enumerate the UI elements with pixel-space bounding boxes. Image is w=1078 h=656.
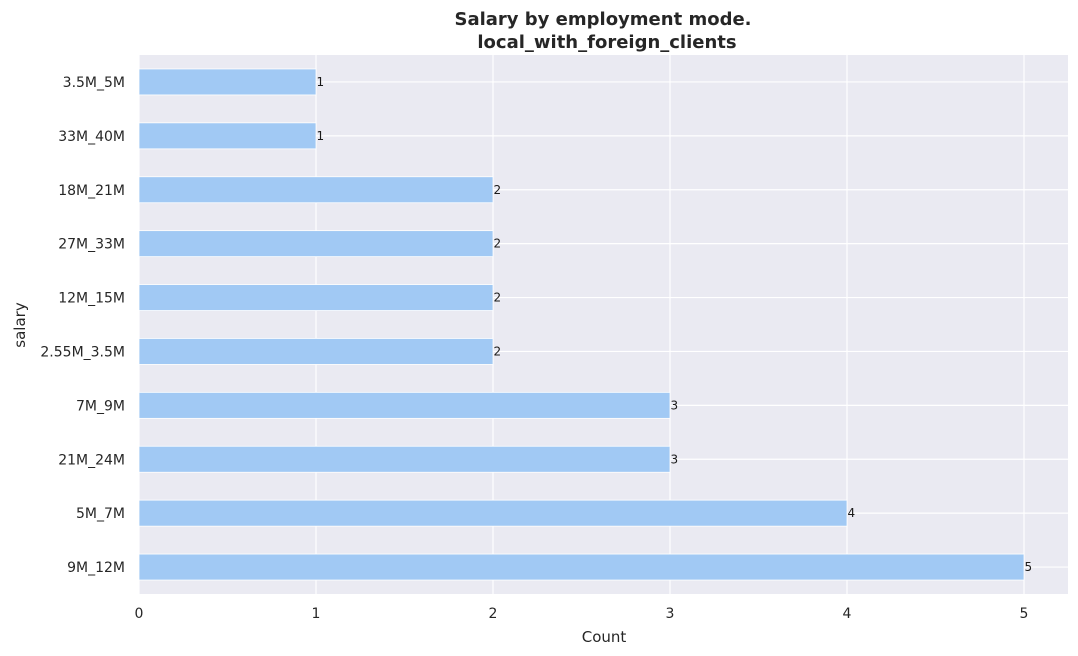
data-label-9M_12M: 5 — [1025, 560, 1033, 574]
bar-18M_21M — [138, 176, 494, 204]
y-tick-label-3.5M_5M: 3.5M_5M — [63, 75, 125, 91]
x-tick-label: 4 — [843, 606, 852, 622]
bar-21M_24M — [138, 445, 671, 473]
data-label-27M_33M: 2 — [494, 237, 502, 251]
x-tick-label: 0 — [135, 606, 144, 622]
bar-7M_9M — [138, 391, 671, 419]
data-label-33M_40M: 1 — [317, 129, 325, 143]
data-label-2.55M_3.5M: 2 — [494, 344, 502, 358]
y-tick-label-9M_12M: 9M_12M — [67, 560, 125, 576]
y-tick-label-12M_15M: 12M_15M — [58, 291, 125, 307]
x-tick-label: 5 — [1020, 606, 1029, 622]
data-labels: 1 1 2 2 2 2 3 3 4 5 — [317, 75, 1033, 574]
data-label-7M_9M: 3 — [671, 398, 679, 412]
y-tick-label-27M_33M: 27M_33M — [58, 237, 125, 253]
y-tick-label-33M_40M: 33M_40M — [58, 129, 125, 145]
bar-27M_33M — [138, 230, 494, 258]
y-tick-label-2.55M_3.5M: 2.55M_3.5M — [40, 344, 125, 360]
x-tick-label: 2 — [489, 606, 498, 622]
y-axis-label: salary — [11, 302, 29, 348]
data-label-5M_7M: 4 — [848, 506, 856, 520]
data-label-18M_21M: 2 — [494, 183, 502, 197]
x-tick-label: 3 — [666, 606, 675, 622]
bar-3.5M_5M — [138, 68, 317, 96]
bar-5M_7M — [138, 499, 848, 527]
data-label-21M_24M: 3 — [671, 452, 679, 466]
y-tick-label-7M_9M: 7M_9M — [76, 398, 125, 414]
bar-9M_12M — [138, 553, 1025, 581]
y-tick-label-5M_7M: 5M_7M — [76, 506, 125, 522]
data-label-3.5M_5M: 1 — [317, 75, 325, 89]
x-tick-labels: 0 1 2 3 4 5 — [135, 606, 1029, 622]
bar-12M_15M — [138, 284, 494, 311]
bar-33M_40M — [138, 122, 317, 150]
chart-title-line-2: local_with_foreign_clients — [477, 32, 736, 53]
x-axis-label: Count — [582, 628, 627, 646]
y-tick-label-21M_24M: 21M_24M — [58, 452, 125, 468]
data-label-12M_15M: 2 — [494, 291, 502, 305]
chart-title-line-1: Salary by employment mode. — [454, 9, 751, 30]
x-tick-label: 1 — [312, 606, 321, 622]
y-tick-labels: 3.5M_5M 33M_40M 18M_21M 27M_33M 12M_15M 2.55M… — [40, 75, 125, 576]
bars — [138, 68, 1025, 581]
bar-2.55M_3.5M — [138, 338, 494, 365]
y-tick-label-18M_21M: 18M_21M — [58, 183, 125, 199]
